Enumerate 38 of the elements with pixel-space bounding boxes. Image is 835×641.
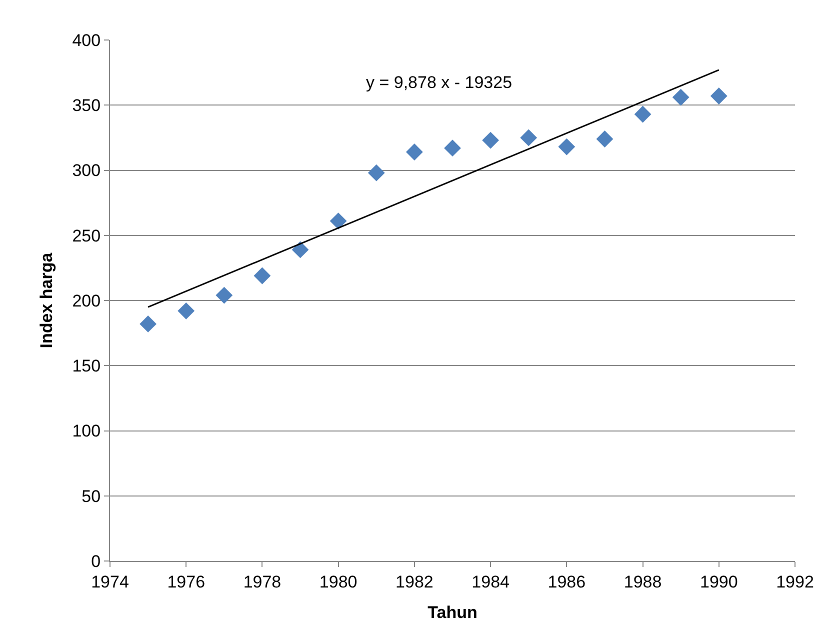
y-tick-label: 50 xyxy=(82,486,101,506)
x-tick-label: 1984 xyxy=(472,572,510,592)
x-tick-label: 1992 xyxy=(776,572,814,592)
point xyxy=(444,140,461,157)
y-tick-label: 0 xyxy=(91,552,101,571)
point xyxy=(482,132,500,149)
x-tick-label: 1988 xyxy=(624,572,662,592)
point xyxy=(254,267,271,284)
x-tick-label: 1976 xyxy=(167,572,206,592)
point xyxy=(634,106,652,123)
x-tick-label: 1982 xyxy=(396,572,434,592)
y-tick-label: 300 xyxy=(72,161,101,180)
point xyxy=(368,164,385,182)
x-tick-label: 1978 xyxy=(243,572,282,592)
x-tick-label: 1980 xyxy=(319,572,358,592)
point xyxy=(672,88,690,106)
point xyxy=(178,302,195,320)
x-tick-label: 1986 xyxy=(548,572,586,592)
point xyxy=(558,138,576,156)
y-axis-title: Index harga xyxy=(36,252,56,348)
annotation: y = 9,878 x - 19325 xyxy=(366,73,512,92)
y-tick-label: 100 xyxy=(72,422,101,441)
point xyxy=(216,286,233,304)
point xyxy=(710,88,728,104)
y-tick-label: 250 xyxy=(72,226,101,246)
y-tick-label: 150 xyxy=(72,356,101,376)
point xyxy=(596,130,614,148)
x-tick-label: 1990 xyxy=(700,572,738,592)
y-tick-label: 400 xyxy=(72,30,101,50)
y-tick-label: 200 xyxy=(72,291,101,310)
point xyxy=(406,144,423,160)
x-axis-title: Tahun xyxy=(428,602,478,622)
point xyxy=(140,316,157,332)
y-tick-label: 350 xyxy=(72,96,101,116)
point xyxy=(292,241,309,258)
x-tick-label: 1974 xyxy=(91,572,129,592)
point xyxy=(330,212,347,230)
point xyxy=(520,129,538,146)
